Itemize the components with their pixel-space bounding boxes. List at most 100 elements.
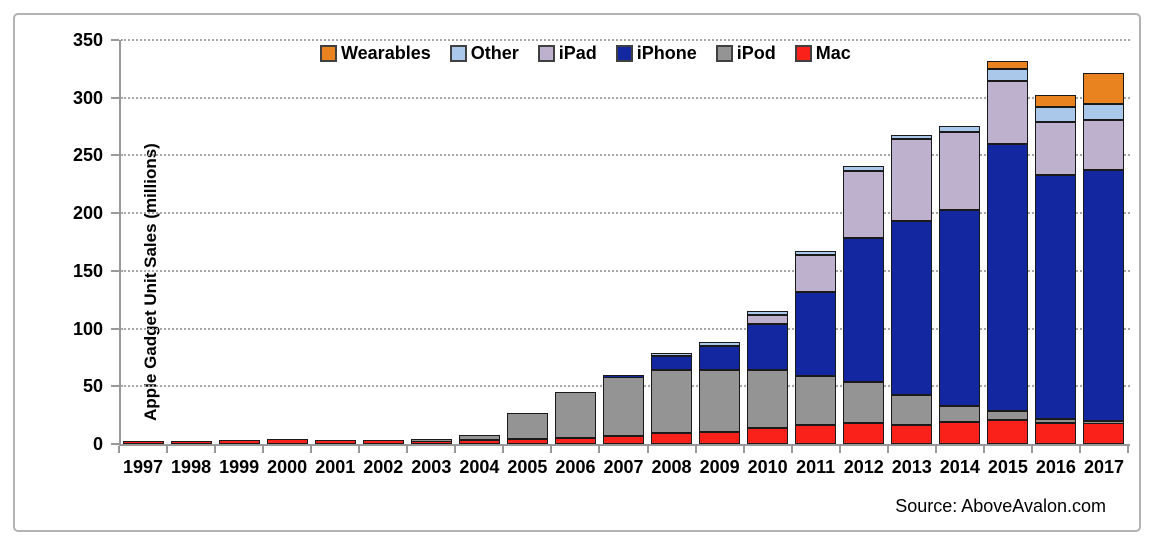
bar-segment-2017-ipad bbox=[1083, 119, 1125, 171]
bar-segment-2009-mac bbox=[699, 431, 741, 444]
legend-label-wearables: Wearables bbox=[341, 43, 431, 63]
bar-segment-2015-iphone bbox=[987, 144, 1029, 411]
x-tick-label-1999: 1999 bbox=[219, 457, 260, 477]
x-tick-label-2004: 2004 bbox=[459, 457, 500, 477]
bar-segment-2005-mac bbox=[506, 438, 548, 444]
x-axis-tick bbox=[406, 446, 409, 453]
bar-segment-2015-ipad bbox=[987, 80, 1029, 145]
x-tick-label-2011: 2011 bbox=[796, 457, 836, 477]
bar-segment-2015-other bbox=[987, 69, 1029, 81]
bar-segment-2012-iphone bbox=[843, 238, 885, 383]
gridline-350 bbox=[121, 39, 1130, 41]
x-tick-label-2017: 2017 bbox=[1083, 457, 1124, 477]
x-axis-tick bbox=[790, 446, 793, 453]
bar-segment-2012-ipod bbox=[843, 382, 885, 423]
x-tick-label-1998: 1998 bbox=[171, 457, 212, 477]
y-axis-tick bbox=[111, 443, 119, 445]
legend-label-ipad: iPad bbox=[558, 43, 597, 63]
x-axis-tick bbox=[934, 446, 937, 453]
y-axis-tick bbox=[111, 96, 119, 99]
bar-segment-2004-mac bbox=[458, 440, 500, 444]
bar-segment-2014-iphone bbox=[939, 210, 981, 406]
bar-segment-1997-mac bbox=[122, 440, 164, 444]
legend-swatch-ipad bbox=[537, 44, 555, 62]
bar-segment-2011-ipod bbox=[795, 375, 837, 425]
x-axis-tick bbox=[982, 446, 985, 453]
x-tick-label-2007: 2007 bbox=[603, 457, 644, 477]
x-axis-tick bbox=[1030, 446, 1033, 453]
legend-item-ipod: iPod bbox=[715, 43, 776, 63]
x-axis-tick bbox=[550, 446, 553, 453]
bar-segment-2016-ipad bbox=[1035, 121, 1077, 175]
bar-segment-2013-ipod bbox=[891, 394, 933, 426]
x-axis-tick bbox=[646, 446, 649, 453]
x-axis-tick bbox=[1078, 446, 1081, 453]
bar-segment-2014-ipod bbox=[939, 405, 981, 423]
gridline-100 bbox=[121, 327, 1130, 330]
y-axis-tick bbox=[111, 154, 119, 157]
bar-segment-2003-ipod bbox=[410, 439, 452, 443]
bar-segment-2004-ipod bbox=[458, 435, 500, 441]
bar-segment-2013-other bbox=[891, 134, 933, 140]
x-tick-label-2016: 2016 bbox=[1035, 457, 1076, 477]
bar-segment-2011-mac bbox=[795, 424, 837, 444]
bar-segment-2014-mac bbox=[939, 422, 981, 444]
bar-segment-2007-ipod bbox=[603, 376, 644, 436]
y-axis-tick bbox=[111, 269, 119, 272]
y-axis-tick bbox=[111, 385, 119, 388]
x-tick-label-1997: 1997 bbox=[123, 457, 164, 477]
x-tick-label-2009: 2009 bbox=[699, 457, 740, 477]
bar-segment-2017-iphone bbox=[1083, 170, 1125, 421]
bar-segment-2010-mac bbox=[747, 428, 789, 444]
bar-segment-2006-mac bbox=[554, 437, 596, 444]
x-tick-label-2012: 2012 bbox=[843, 457, 884, 477]
x-tick-label-2010: 2010 bbox=[747, 457, 788, 477]
y-axis-tick bbox=[111, 327, 119, 330]
legend-swatch-ipod bbox=[715, 44, 733, 62]
legend-label-other: Other bbox=[470, 43, 519, 63]
bar-segment-2010-ipad bbox=[747, 315, 789, 324]
source-credit: Source: AboveAvalon.com bbox=[895, 496, 1106, 516]
bar-segment-2017-ipod bbox=[1083, 420, 1125, 424]
x-axis-tick bbox=[742, 446, 745, 453]
bar-segment-2010-iphone bbox=[747, 323, 789, 371]
legend-label-ipod: iPod bbox=[736, 43, 776, 63]
legend-item-iphone: iPhone bbox=[615, 44, 697, 62]
bar-segment-2016-wearables bbox=[1035, 95, 1077, 107]
bar-segment-2012-mac bbox=[843, 422, 885, 444]
bar-segment-2001-mac bbox=[314, 440, 356, 444]
bar-segment-2012-other bbox=[843, 166, 885, 171]
legend-item-ipad: iPad bbox=[537, 43, 597, 63]
y-tick-label-250: 250 bbox=[72, 145, 103, 166]
y-tick-label-50: 50 bbox=[82, 376, 103, 397]
bar-segment-2016-other bbox=[1035, 106, 1077, 122]
y-tick-label-100: 100 bbox=[72, 318, 103, 339]
bar-segment-2011-iphone bbox=[795, 292, 837, 376]
bar-segment-2002-mac bbox=[362, 440, 404, 444]
x-axis-tick bbox=[502, 446, 505, 453]
bar-segment-2009-ipod bbox=[699, 369, 741, 432]
bar-segment-2000-mac bbox=[266, 438, 308, 444]
legend-swatch-wearables bbox=[320, 44, 337, 62]
bar-segment-2015-mac bbox=[987, 420, 1029, 444]
bar-segment-2017-other bbox=[1083, 103, 1125, 120]
bar-segment-2017-mac bbox=[1083, 421, 1125, 444]
x-axis-tick bbox=[262, 446, 265, 453]
bar-segment-2015-ipod bbox=[987, 410, 1029, 421]
gridline-200 bbox=[121, 212, 1130, 215]
x-axis-tick bbox=[358, 446, 361, 453]
bar-segment-2005-ipod bbox=[506, 412, 548, 439]
x-axis-tick bbox=[598, 446, 601, 453]
x-tick-label-2005: 2005 bbox=[507, 457, 548, 477]
y-tick-label-150: 150 bbox=[72, 260, 103, 281]
x-axis-tick bbox=[166, 446, 169, 453]
bar-segment-2014-ipad bbox=[939, 131, 981, 211]
y-tick-label-300: 300 bbox=[72, 87, 103, 108]
bar-segment-2009-other bbox=[699, 342, 741, 346]
y-axis-tick bbox=[111, 212, 119, 215]
x-tick-label-2000: 2000 bbox=[267, 457, 308, 477]
y-tick-label-200: 200 bbox=[72, 203, 103, 224]
bar-segment-2013-ipad bbox=[891, 139, 933, 222]
x-axis-tick bbox=[838, 446, 841, 453]
